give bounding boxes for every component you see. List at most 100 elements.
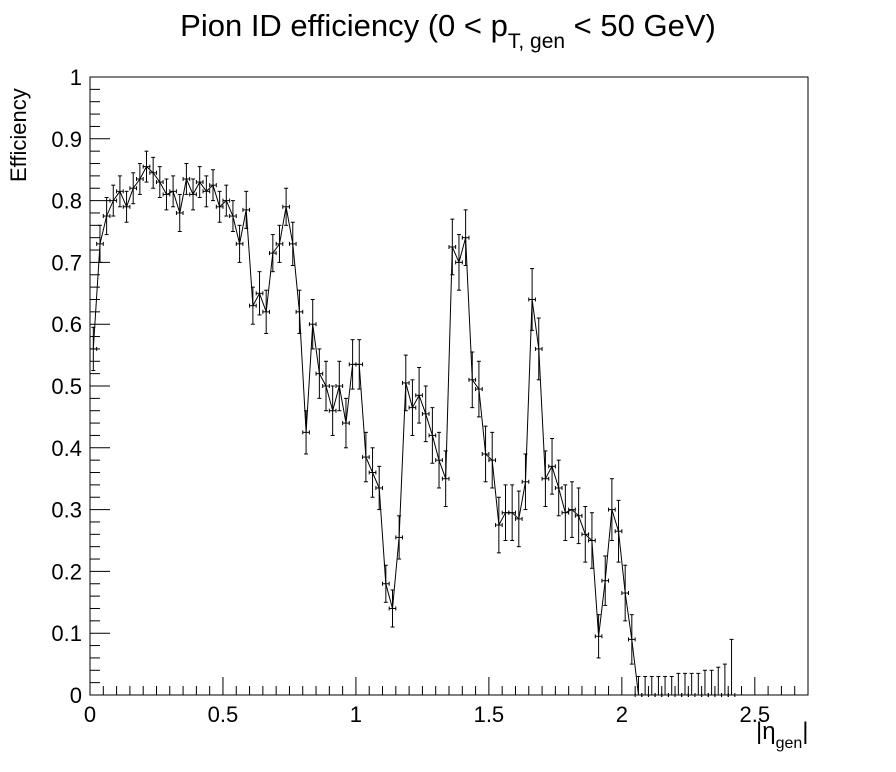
chart-title-prefix: Pion ID efficiency (0 < p [180,8,508,43]
data-point [342,397,350,449]
data-point [495,496,503,554]
data-point [362,431,370,483]
data-point [541,450,550,508]
y-tick-label: 0.5 [51,374,82,399]
data-point [654,675,663,697]
y-tick-label: 0.6 [51,312,82,337]
data-point [674,672,683,697]
data-point [727,638,736,697]
data-point [308,298,317,350]
data-point [249,286,257,325]
data-point [455,234,463,291]
data-point [548,438,556,495]
data-point [302,410,310,455]
data-point [335,360,344,412]
x-tick-label: 1 [350,702,362,727]
data-point [721,663,729,697]
data-point [169,175,177,208]
data-point [468,351,477,409]
x-tick-label: 1.5 [474,702,505,727]
data-point [229,200,237,232]
data-point [588,512,596,569]
data-point [401,354,410,412]
data-point [568,481,576,538]
data-point [222,184,231,217]
data-point [195,166,204,199]
data-point [514,490,523,548]
data-point [295,289,304,334]
data-point [162,178,171,211]
y-tick-label: 0.8 [51,189,82,214]
data-point [189,178,197,211]
data-point [647,675,656,697]
data-point [109,184,118,217]
data-point [322,360,330,412]
data-point [89,326,98,372]
data-point [574,487,583,545]
chart-title: Pion ID efficiency (0 < pT, gen < 50 GeV… [0,8,896,53]
data-point [288,221,297,266]
y-tick-label: 0.7 [51,250,82,275]
data-point [661,675,669,697]
data-points [89,150,736,697]
chart-title-suffix: < 50 GeV) [565,8,716,43]
data-point [461,209,470,266]
data-point [528,268,536,331]
data-point [242,190,251,229]
y-tick-label: 0.9 [51,127,82,152]
y-tick-label: 0 [70,683,82,708]
data-point [601,555,610,606]
data-point [421,385,430,443]
data-point [707,669,716,697]
data-point [209,169,217,202]
data-point [142,150,151,183]
data-point [382,564,390,603]
data-point [714,666,723,697]
x-axis-label-subscript: gen [775,735,803,752]
data-point [581,506,590,563]
data-point [475,360,483,418]
data-point [269,234,277,273]
data-point [262,289,270,334]
data-point [368,447,377,498]
data-point [395,515,403,560]
data-point [182,163,191,195]
x-tick-label: 0.5 [208,702,239,727]
data-point [415,366,423,424]
data-point [155,166,164,199]
data-point [428,407,437,464]
y-tick-label: 1 [70,65,82,90]
data-point [282,187,290,226]
data-point [681,672,689,697]
data-point [408,379,417,436]
data-point [501,484,510,541]
data-point [375,465,384,511]
plot-frame [89,76,809,696]
data-point [202,175,211,208]
data-point [388,589,397,628]
x-axis-label: |ηgen| [756,718,809,752]
data-point [255,271,264,316]
x-tick-label: 0 [84,702,96,727]
data-point [448,218,457,276]
data-point [608,478,616,541]
data-point [136,163,144,195]
data-point [621,564,629,622]
data-point [235,224,244,263]
y-tick-label: 0.4 [51,436,82,461]
data-point [149,156,157,189]
data-point [701,669,709,697]
data-point [667,675,676,697]
data-point [96,224,104,263]
data-point [554,459,563,517]
data-point [561,484,570,541]
data-point [481,425,490,483]
tick-labels: 0 0.5 1 1.5 2 2.5 0 0.1 0.2 0.3 0.4 0.5 0.6 0.7 0.8 0.9… [51,65,770,727]
data-point [534,317,543,381]
data-point [488,431,497,489]
data-point [129,172,138,205]
data-point [687,672,696,697]
data-point [628,614,636,665]
y-tick-label: 0.3 [51,498,82,523]
